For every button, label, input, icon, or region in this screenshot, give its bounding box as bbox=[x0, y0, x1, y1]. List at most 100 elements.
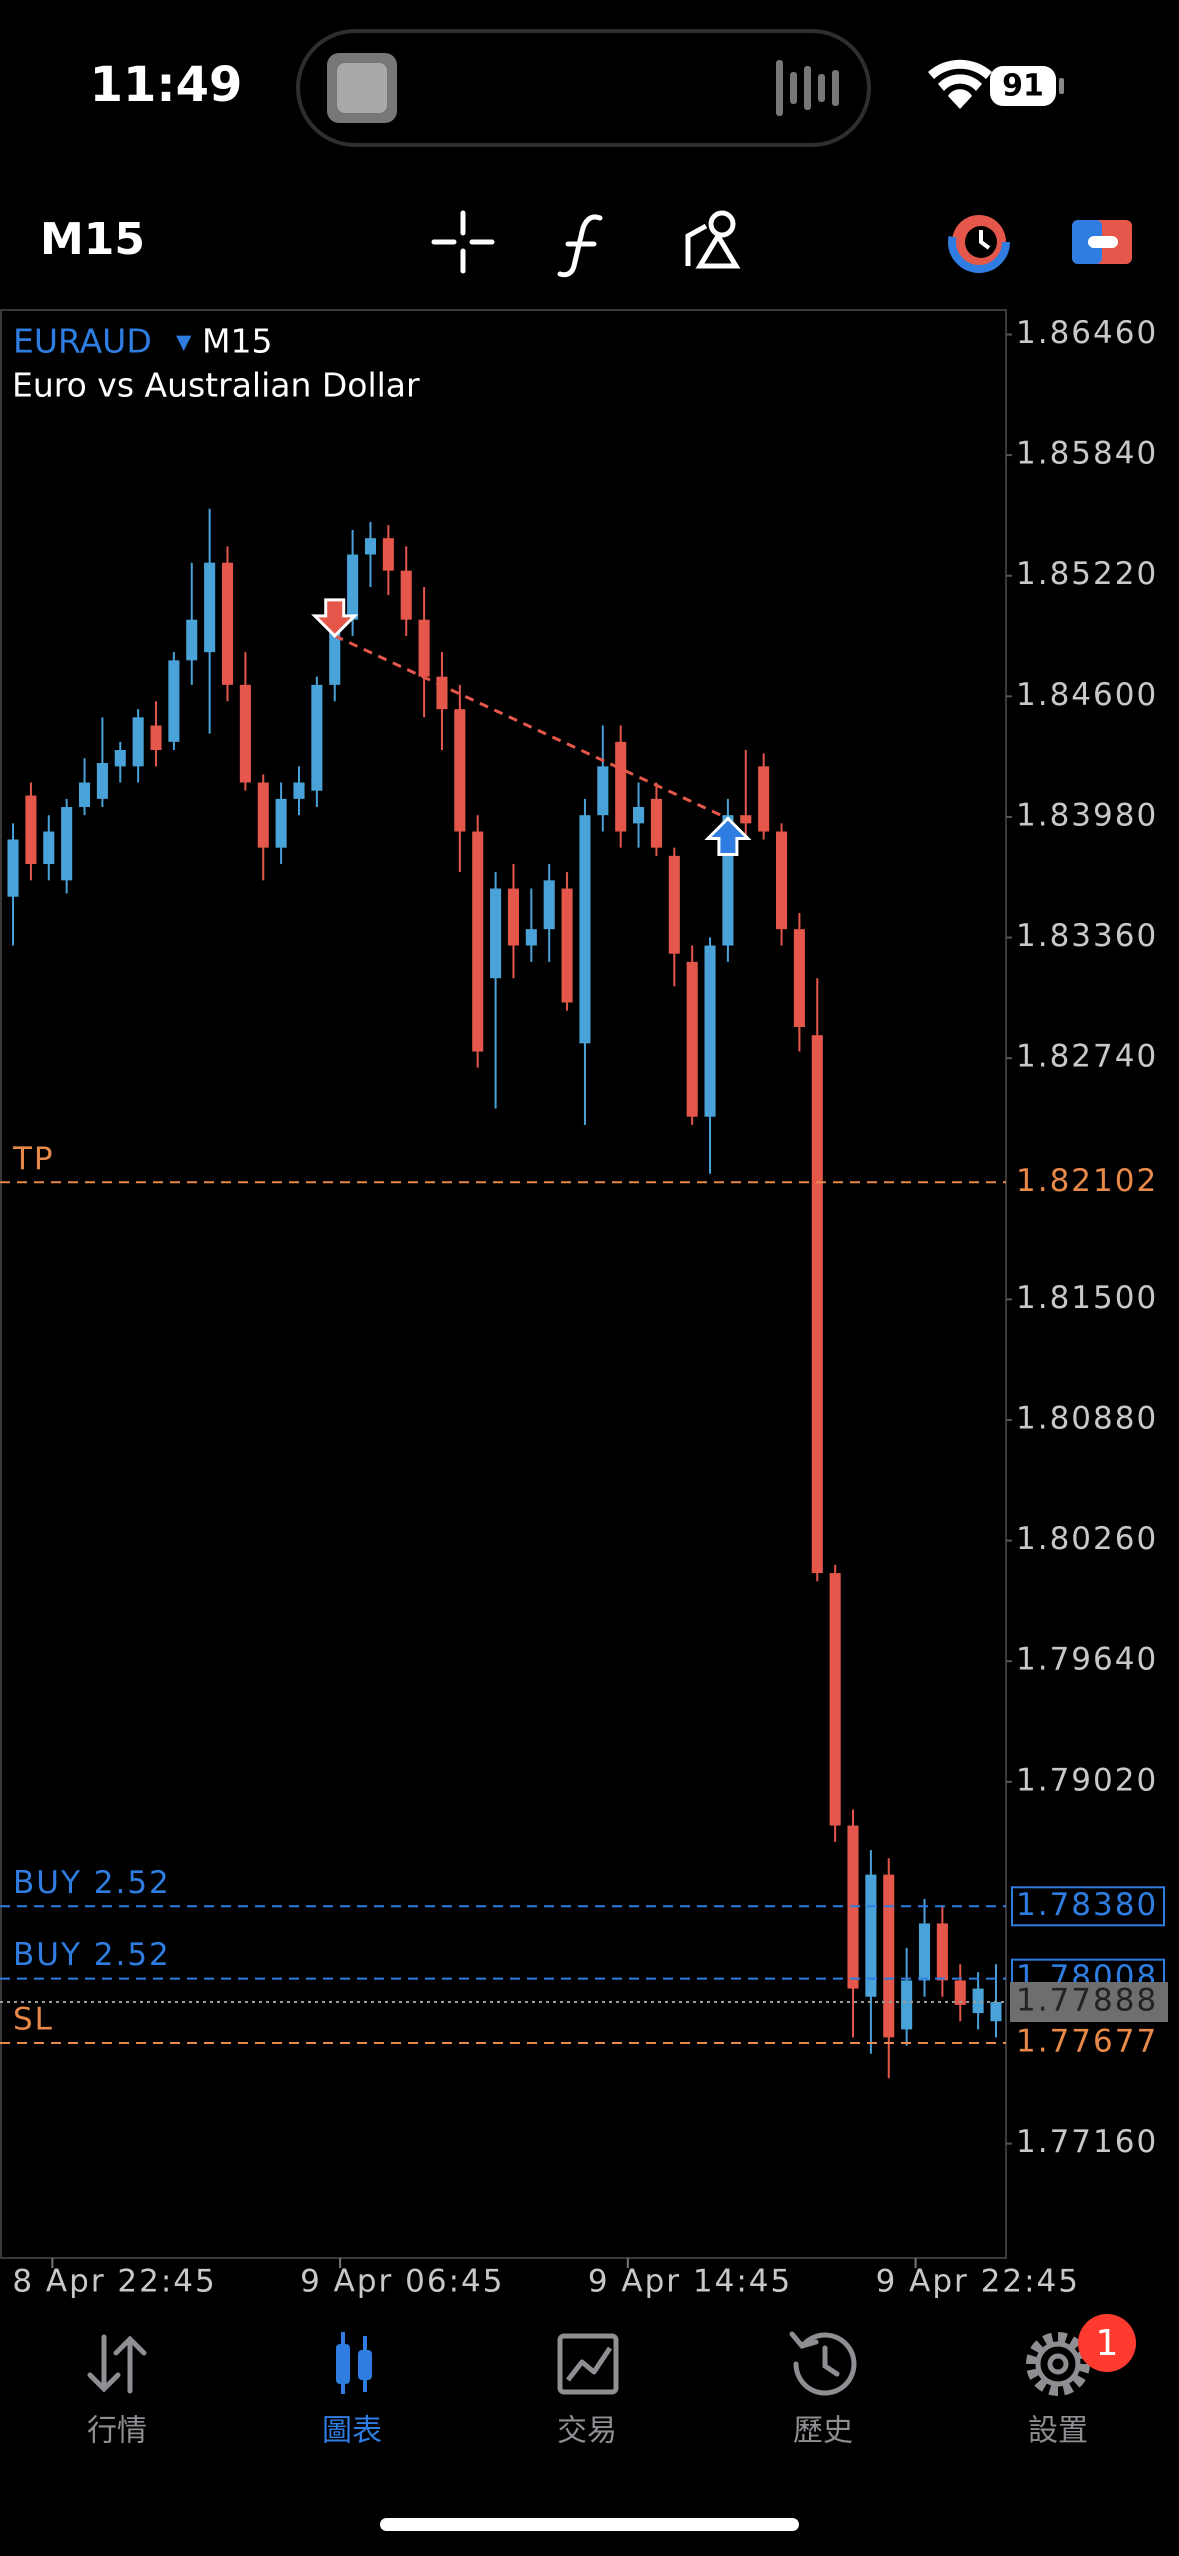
candle-body bbox=[78, 782, 91, 808]
x-tick-label: 9 Apr 14:45 bbox=[588, 2264, 792, 2300]
level-name: SL bbox=[13, 2002, 54, 2038]
candle-body bbox=[7, 839, 19, 897]
badge bbox=[1078, 2314, 1136, 2372]
candle-body bbox=[990, 2002, 1002, 2022]
candle-body bbox=[347, 554, 359, 620]
candle-body bbox=[490, 888, 502, 979]
tab-label[interactable]: 圖表 bbox=[322, 2414, 382, 2449]
candle-body bbox=[311, 684, 323, 791]
candle-body bbox=[561, 888, 573, 1003]
candle-body bbox=[901, 1980, 913, 2030]
candle-body bbox=[114, 750, 126, 767]
tab-label[interactable]: 交易 bbox=[557, 2414, 617, 2449]
level-price-label: 1.78380 bbox=[1016, 1887, 1158, 1923]
chart-timeframe: M15 bbox=[202, 322, 272, 361]
candle-body bbox=[811, 1035, 823, 1574]
candle-body bbox=[275, 798, 287, 848]
candle-body bbox=[454, 709, 466, 832]
candle-body bbox=[436, 676, 448, 710]
candle-body bbox=[936, 1923, 948, 1981]
candle-body bbox=[793, 929, 805, 1028]
chart-symbol[interactable]: EURAUD bbox=[13, 322, 152, 361]
y-tick-label: 1.83360 bbox=[1016, 918, 1158, 954]
timeframe-button[interactable]: M15 bbox=[40, 214, 145, 265]
trade-line bbox=[334, 634, 729, 820]
level-price-label: 1.77677 bbox=[1016, 2024, 1158, 2060]
candle-body bbox=[883, 1874, 895, 2038]
y-tick-label: 1.85220 bbox=[1016, 556, 1158, 592]
tab-label[interactable]: 設置 bbox=[1028, 2414, 1088, 2449]
candle-body bbox=[400, 570, 412, 620]
candle-body bbox=[329, 627, 341, 685]
candle-body bbox=[829, 1573, 841, 1826]
candle-body bbox=[472, 831, 484, 1052]
y-tick-label: 1.80880 bbox=[1016, 1400, 1158, 1436]
candle-body bbox=[954, 1980, 966, 2005]
candle-body bbox=[722, 815, 734, 946]
home-indicator bbox=[380, 2518, 799, 2531]
status-time: 11:49 bbox=[90, 57, 243, 113]
candle-body bbox=[704, 945, 716, 1117]
candle-body bbox=[61, 807, 73, 881]
trade-icon[interactable] bbox=[1072, 220, 1132, 264]
y-tick-label: 1.77160 bbox=[1016, 2124, 1158, 2160]
candle-body bbox=[221, 562, 234, 685]
level-price-label: 1.77888 bbox=[1016, 1983, 1158, 2019]
battery-level: 91 bbox=[1002, 69, 1044, 104]
indicators-icon[interactable] bbox=[557, 214, 603, 278]
price-label-bg bbox=[1010, 1982, 1168, 2023]
settings-tab-icon bbox=[1026, 2332, 1090, 2396]
candle-body bbox=[633, 807, 645, 824]
candle-body bbox=[865, 1874, 877, 1997]
candle-body bbox=[525, 929, 537, 946]
candle-body bbox=[382, 538, 394, 571]
candle-body bbox=[686, 961, 698, 1117]
tab-label[interactable]: 行情 bbox=[87, 2414, 147, 2449]
y-tick-label: 1.79020 bbox=[1016, 1762, 1158, 1798]
level-name: BUY 2.52 bbox=[13, 1865, 171, 1901]
y-tick-label: 1.79640 bbox=[1016, 1642, 1158, 1678]
candle-body bbox=[650, 798, 662, 848]
y-tick-label: 1.84600 bbox=[1016, 677, 1158, 713]
y-tick-label: 1.83980 bbox=[1016, 797, 1158, 833]
one-click-icon[interactable] bbox=[948, 211, 1010, 273]
candle-body bbox=[168, 660, 180, 742]
objects-icon[interactable] bbox=[685, 210, 741, 269]
tab-label[interactable]: 歷史 bbox=[793, 2414, 853, 2449]
y-tick-label: 1.85840 bbox=[1016, 436, 1158, 472]
level-name: BUY 2.52 bbox=[13, 1937, 171, 1973]
album-art-inner bbox=[337, 63, 387, 113]
x-tick-label: 9 Apr 22:45 bbox=[876, 2264, 1080, 2300]
candle-body bbox=[43, 831, 55, 865]
candle-body bbox=[132, 717, 144, 767]
quotes-icon bbox=[87, 2334, 147, 2394]
y-tick-label: 1.86460 bbox=[1016, 315, 1158, 351]
battery-cap bbox=[1059, 78, 1064, 94]
y-tick-label: 1.82740 bbox=[1016, 1039, 1158, 1075]
symbol-dropdown[interactable]: ▼ bbox=[176, 330, 192, 354]
chart-frame bbox=[0, 309, 1007, 2259]
candle-body bbox=[293, 782, 305, 799]
candle-body bbox=[597, 766, 609, 816]
candle-body bbox=[579, 815, 591, 1044]
x-tick-label: 9 Apr 06:45 bbox=[300, 2264, 504, 2300]
dynamic-island[interactable] bbox=[296, 29, 871, 147]
crosshair-icon[interactable] bbox=[431, 210, 495, 274]
candle-body bbox=[364, 538, 377, 555]
candle-body bbox=[775, 831, 788, 930]
badge-count: 1 bbox=[1096, 2323, 1119, 2364]
candle-body bbox=[918, 1923, 931, 1981]
y-tick-label: 1.81500 bbox=[1016, 1280, 1158, 1316]
candle-body bbox=[740, 815, 752, 824]
x-tick-label: 8 Apr 22:45 bbox=[12, 2264, 216, 2300]
wifi-icon bbox=[928, 59, 992, 109]
price-label-box bbox=[1011, 1886, 1165, 1927]
candle-body bbox=[543, 880, 555, 930]
candle-body bbox=[758, 766, 770, 832]
chart-description: Euro vs Australian Dollar bbox=[12, 366, 420, 405]
candle-body bbox=[96, 763, 108, 799]
trade-marker bbox=[311, 598, 359, 638]
chart-tab-icon bbox=[336, 2332, 372, 2394]
